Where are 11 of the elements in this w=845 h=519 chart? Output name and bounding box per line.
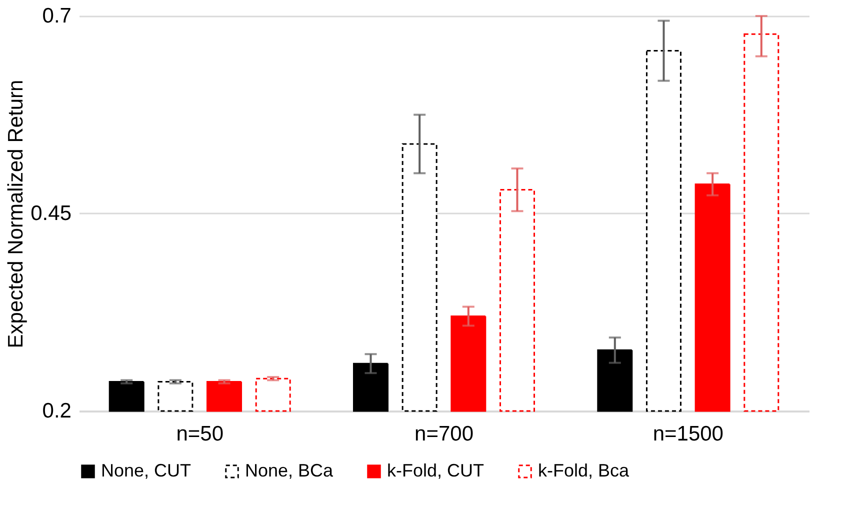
legend-label: None, BCa xyxy=(245,460,334,480)
legend-label: k-Fold, Bca xyxy=(538,460,630,480)
y-tick-label: 0.2 xyxy=(42,400,72,422)
legend-label: k-Fold, CUT xyxy=(387,460,484,480)
y-tick-label: 0.45 xyxy=(30,202,72,225)
y-axis-title: Expected Normalized Return xyxy=(4,80,28,348)
x-tick-label: n=700 xyxy=(414,422,474,446)
legend-label: None, CUT xyxy=(101,460,192,480)
x-tick-label: n=1500 xyxy=(652,422,724,446)
y-tick-label: 0.7 xyxy=(42,4,72,28)
x-tick-label: n=50 xyxy=(176,422,224,446)
